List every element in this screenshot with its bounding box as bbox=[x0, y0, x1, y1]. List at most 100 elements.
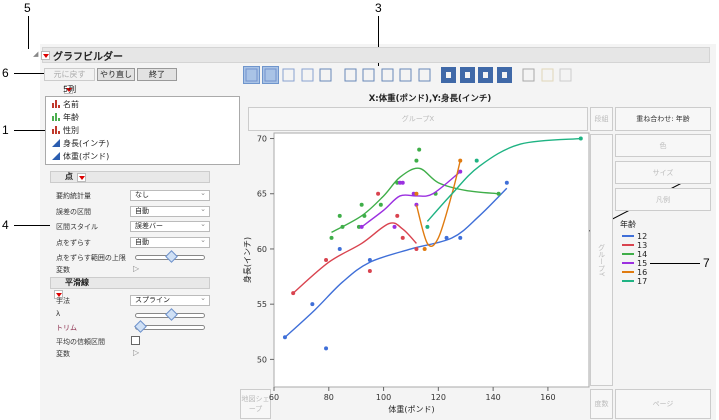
ellipse-icon[interactable] bbox=[299, 66, 316, 84]
option-select[interactable]: 自動 bbox=[130, 205, 210, 217]
bar-icon[interactable] bbox=[360, 66, 377, 84]
data-point bbox=[444, 235, 449, 240]
group-y-zone[interactable]: グループY bbox=[590, 134, 613, 386]
pie-icon[interactable] bbox=[458, 66, 476, 84]
data-point bbox=[414, 191, 419, 196]
column-label: 体重(ポンド) bbox=[63, 152, 110, 161]
scatter-plot[interactable]: 60 80 100 120 140 160 50 55 60 65 70 体重(ポンド) 身長(インチ) bbox=[235, 130, 590, 420]
data-point bbox=[282, 335, 287, 340]
data-point bbox=[458, 158, 463, 163]
points-section-header[interactable]: 点 bbox=[50, 171, 210, 183]
callout-line bbox=[28, 16, 29, 49]
legend-item[interactable]: 14 bbox=[622, 250, 647, 259]
data-point bbox=[356, 224, 361, 229]
area-icon[interactable] bbox=[379, 66, 396, 84]
data-point bbox=[395, 180, 400, 185]
legend-item[interactable]: 16 bbox=[622, 268, 647, 277]
option-label: 要約統計量 bbox=[56, 192, 91, 200]
legend-label: 12 bbox=[637, 232, 648, 241]
y-tick-label: 60 bbox=[257, 245, 267, 254]
x-tick-label: 120 bbox=[431, 393, 446, 402]
points-icon[interactable] bbox=[243, 66, 260, 84]
expand-icon[interactable]: ▷ bbox=[133, 348, 140, 357]
undo-button[interactable]: 元に戻す bbox=[44, 68, 95, 81]
legend-swatch bbox=[622, 235, 634, 237]
size-zone[interactable]: サイズ bbox=[615, 161, 711, 184]
red-triangle-menu-icon[interactable] bbox=[41, 51, 50, 60]
column-item[interactable]: 身長(インチ) bbox=[52, 138, 109, 150]
callout-3: 3 bbox=[375, 1, 382, 15]
caption-box-icon[interactable] bbox=[520, 66, 537, 84]
map-shape-zone[interactable]: 地図シェープ bbox=[240, 389, 271, 419]
option-select[interactable]: なし bbox=[130, 189, 210, 201]
smoother-menu-icon[interactable] bbox=[54, 290, 63, 299]
disclosure-icon[interactable]: ◢ bbox=[33, 50, 39, 58]
color-zone[interactable]: 色 bbox=[615, 134, 711, 157]
jitter-limit-slider[interactable] bbox=[135, 250, 205, 263]
column-item[interactable]: 性別 bbox=[52, 125, 79, 137]
variables-label: 変数 bbox=[56, 266, 70, 274]
data-point bbox=[496, 191, 501, 196]
legend-swatch bbox=[622, 280, 634, 282]
expand-icon[interactable]: ▷ bbox=[133, 264, 140, 273]
heatmap-icon[interactable] bbox=[440, 66, 457, 84]
lambda-label: λ bbox=[56, 310, 61, 318]
done-button[interactable]: 終了 bbox=[137, 68, 177, 81]
column-item[interactable]: 名前 bbox=[52, 99, 79, 111]
wrap-zone[interactable]: 段組 bbox=[590, 107, 613, 131]
legend-label: 16 bbox=[637, 268, 648, 277]
column-item[interactable]: 体重(ポンド) bbox=[52, 151, 109, 163]
legend-item[interactable]: 12 bbox=[622, 232, 647, 241]
page-zone[interactable]: ページ bbox=[615, 389, 711, 419]
line-icon[interactable] bbox=[342, 66, 359, 84]
points-menu-icon[interactable] bbox=[77, 173, 87, 182]
callout-line bbox=[14, 73, 44, 74]
method-label: 手法 bbox=[56, 297, 70, 305]
smoother-line-16 bbox=[415, 160, 461, 247]
data-point bbox=[411, 191, 416, 196]
lambda-slider[interactable] bbox=[135, 308, 205, 321]
column-item[interactable]: 年齢 bbox=[52, 112, 79, 124]
treemap-icon[interactable] bbox=[477, 66, 494, 84]
frequency-zone[interactable]: 度数 bbox=[590, 389, 613, 419]
legend-swatch bbox=[622, 244, 634, 246]
option-select[interactable]: 自動 bbox=[130, 236, 210, 248]
option-select[interactable]: 誤差バー bbox=[130, 220, 210, 232]
data-point bbox=[398, 180, 402, 185]
columns-header: 5列 bbox=[63, 85, 77, 94]
group-x-zone[interactable]: グループX bbox=[248, 107, 588, 131]
histogram-icon[interactable] bbox=[416, 66, 433, 84]
section-title: 平滑線 bbox=[65, 278, 89, 287]
legend-label: 14 bbox=[637, 250, 648, 259]
smoother-icon[interactable] bbox=[261, 66, 279, 84]
data-point bbox=[324, 346, 329, 351]
columns-menu-icon[interactable] bbox=[63, 85, 73, 94]
formula-icon[interactable] bbox=[557, 66, 574, 84]
mosaic-icon[interactable] bbox=[495, 66, 513, 84]
box-plot-icon[interactable] bbox=[397, 66, 414, 84]
method-select[interactable]: スプライン bbox=[130, 294, 210, 306]
legend-item[interactable]: 13 bbox=[622, 241, 647, 250]
line-of-fit-icon[interactable] bbox=[280, 66, 297, 84]
trim-slider[interactable] bbox=[134, 320, 205, 333]
legend-item[interactable]: 17 bbox=[622, 277, 647, 286]
map-shapes-icon[interactable] bbox=[539, 66, 556, 84]
data-point bbox=[400, 180, 405, 185]
legend-swatch bbox=[622, 253, 634, 255]
legend-zone[interactable]: 凡例 bbox=[615, 188, 711, 211]
column-label: 身長(インチ) bbox=[63, 139, 110, 148]
contour-icon[interactable] bbox=[317, 66, 334, 84]
y-tick-label: 65 bbox=[257, 190, 267, 199]
data-point bbox=[340, 224, 345, 229]
smoother-section-header[interactable]: 平滑線 bbox=[50, 277, 210, 289]
legend-item[interactable]: 15 bbox=[622, 259, 647, 268]
legend-label: 13 bbox=[637, 241, 648, 250]
continuous-column-icon bbox=[52, 152, 60, 160]
overlay-zone[interactable]: 重ね合わせ: 年齢 bbox=[615, 107, 711, 131]
ci-checkbox[interactable] bbox=[131, 336, 140, 345]
data-point bbox=[458, 235, 463, 240]
redo-button[interactable]: やり直し bbox=[97, 68, 135, 81]
option-label: 誤差の区間 bbox=[56, 207, 91, 216]
data-point bbox=[359, 202, 364, 207]
legend-label: 17 bbox=[637, 277, 648, 286]
